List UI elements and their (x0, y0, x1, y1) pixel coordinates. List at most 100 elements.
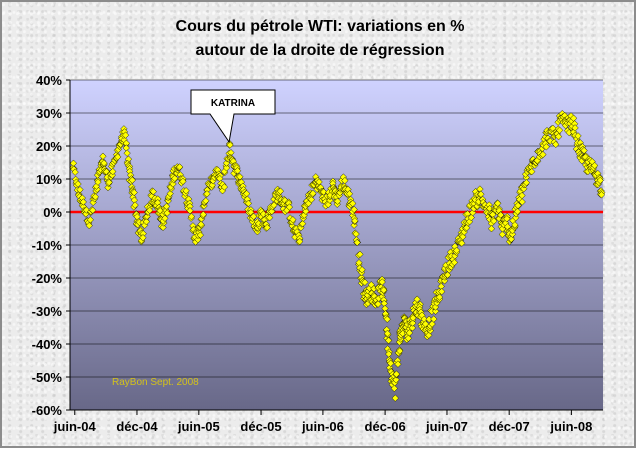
data-point (405, 329, 414, 337)
y-tick-label-5: -10% (32, 238, 63, 253)
data-point (142, 218, 151, 226)
data-point (431, 307, 440, 315)
x-tick-label-5: déc-06 (365, 419, 406, 434)
data-point (276, 187, 285, 195)
data-point (435, 293, 444, 301)
data-point (356, 250, 364, 258)
x-tick-label-0: juin-04 (53, 419, 97, 434)
data-point (149, 188, 157, 196)
data-point (518, 198, 526, 206)
data-point (409, 319, 417, 327)
data-point (208, 181, 216, 189)
data-point (384, 336, 393, 345)
data-point (392, 376, 400, 384)
x-axis-ticks: juin-04 déc-04 juin-05 déc-05 juin-06 déc-06 j… (53, 410, 592, 434)
data-point (554, 133, 563, 141)
callout-label: KATRINA (211, 98, 255, 109)
data-point (171, 174, 179, 182)
data-point (383, 315, 391, 323)
data-point (458, 239, 466, 247)
data-point (89, 206, 97, 214)
data-point (404, 334, 413, 342)
data-point (390, 384, 398, 393)
data-point (351, 217, 359, 225)
data-point (597, 191, 606, 199)
data-point (409, 314, 417, 322)
data-point (394, 360, 402, 368)
data-point (244, 199, 253, 208)
data-point (298, 220, 307, 228)
data-point (571, 124, 579, 132)
data-point (387, 359, 395, 367)
x-tick-label-2: juin-05 (177, 419, 220, 434)
data-point (182, 187, 190, 195)
data-point (392, 370, 401, 378)
data-point (130, 188, 138, 197)
data-point (285, 203, 294, 211)
data-point (440, 277, 449, 285)
data-point (76, 186, 84, 194)
data-point (307, 195, 316, 204)
data-point (302, 207, 310, 215)
data-point (430, 315, 438, 323)
data-point (503, 215, 511, 223)
data-point (487, 225, 496, 233)
data-point (197, 220, 205, 228)
data-point (114, 153, 122, 161)
data-point (196, 231, 204, 239)
data-point (296, 237, 304, 246)
data-point (374, 300, 382, 308)
data-point (266, 214, 274, 222)
data-point (226, 141, 234, 149)
data-point (268, 207, 276, 216)
data-point (341, 176, 349, 185)
data-point (498, 230, 506, 239)
y-tick-label-2: 20% (36, 139, 62, 154)
data-point (438, 287, 446, 296)
data-point (131, 201, 139, 209)
x-tick-label-6: juin-07 (425, 419, 468, 434)
data-point (378, 278, 386, 286)
data-point (123, 149, 131, 157)
data-point (326, 196, 334, 204)
data-point (263, 223, 271, 232)
data-point (380, 286, 388, 294)
data-point (425, 331, 433, 339)
y-tick-label-10: -60% (32, 403, 63, 418)
watermark: RayBon Sept. 2008 (112, 377, 199, 388)
y-tick-label-9: -50% (32, 370, 63, 385)
y-tick-label-4: 0% (43, 205, 62, 220)
data-point (494, 199, 502, 207)
data-point (71, 168, 79, 176)
data-point (79, 198, 87, 206)
x-tick-label-3: déc-05 (240, 419, 281, 434)
data-point (309, 189, 317, 198)
data-point (518, 191, 526, 200)
chart-title: Cours du pétrole WTI: variations en % (176, 18, 465, 35)
x-tick-label-7: déc-07 (489, 419, 530, 434)
data-point (542, 143, 550, 151)
y-tick-label-3: 10% (36, 172, 62, 187)
data-point (358, 266, 366, 274)
x-tick-label-4: juin-06 (301, 419, 344, 434)
data-point (139, 234, 147, 242)
data-point (86, 216, 94, 224)
data-point (596, 176, 604, 185)
data-point (497, 211, 505, 219)
data-point (270, 201, 278, 209)
data-point (203, 190, 211, 198)
data-point (320, 188, 328, 196)
data-point (507, 235, 515, 243)
data-points (69, 110, 606, 402)
data-point (91, 193, 99, 201)
data-point (199, 210, 207, 219)
data-point (99, 152, 107, 160)
data-point (350, 205, 358, 214)
data-point (105, 178, 113, 187)
data-point (528, 168, 536, 176)
data-point (522, 179, 531, 187)
data-point (159, 223, 167, 232)
data-point (161, 214, 169, 222)
